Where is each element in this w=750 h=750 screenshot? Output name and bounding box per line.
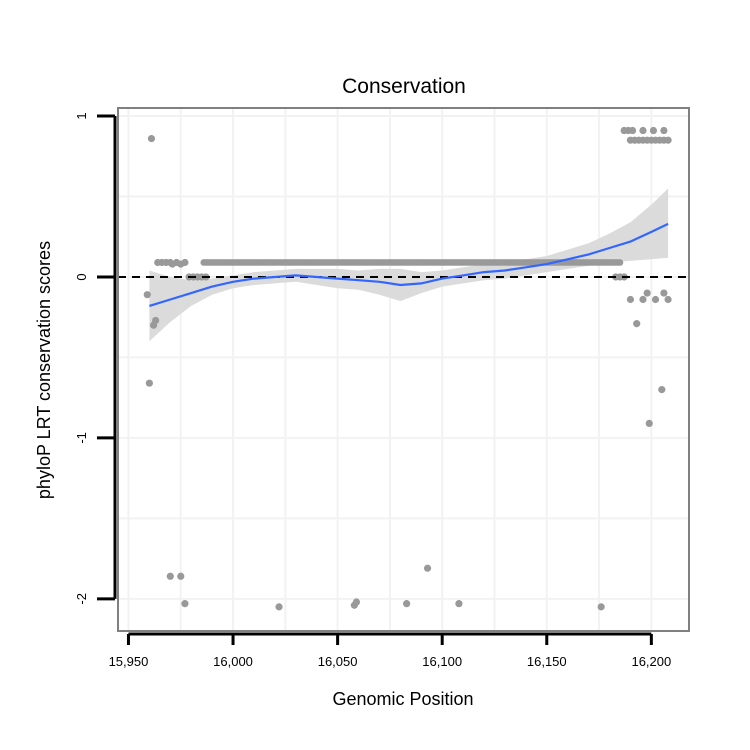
data-point [649, 126, 658, 135]
x-tick-label: 16,200 [631, 654, 671, 669]
data-point [275, 603, 283, 611]
smooth-line-layer [149, 222, 669, 307]
data-point [145, 379, 153, 387]
data-point [628, 126, 637, 135]
data-point [660, 126, 668, 135]
data-point [651, 295, 660, 304]
data-point [181, 600, 189, 608]
data-point [166, 572, 174, 580]
y-tick-label: -2 [74, 593, 89, 605]
plot-panel-border [117, 107, 690, 632]
data-point [181, 258, 189, 267]
data-point [177, 572, 185, 580]
data-point [423, 564, 432, 572]
data-point [455, 600, 463, 608]
x-axis: 15,950 16,000 16,050 16,100 16,150 16,200 [109, 632, 671, 669]
x-tick-label: 15,950 [109, 654, 149, 669]
x-tick-label: 16,050 [318, 654, 358, 669]
data-point [660, 289, 668, 297]
chart-title: Conservation [342, 75, 466, 98]
data-point [597, 603, 605, 611]
x-tick-label: 16,100 [422, 654, 462, 669]
data-point [352, 598, 361, 606]
data-point [645, 419, 653, 428]
data-point [143, 291, 151, 299]
scatter-points-layer [143, 126, 672, 611]
y-tick-label: 0 [74, 273, 89, 280]
grid-layer [118, 108, 689, 631]
data-point [403, 600, 411, 608]
x-tick-label: 16,150 [527, 654, 567, 669]
data-point [616, 259, 624, 266]
y-tick-label: -1 [74, 432, 89, 444]
y-axis-title: phyloP LRT conservation scores [34, 241, 54, 499]
data-point [664, 295, 672, 304]
y-tick-label: 1 [74, 112, 89, 119]
data-point [633, 320, 641, 328]
x-tick-label: 16,000 [213, 654, 253, 669]
data-point [639, 126, 647, 135]
y-axis: -2 -1 0 1 [74, 112, 117, 605]
x-axis-title: Genomic Position [332, 689, 473, 709]
data-point [658, 386, 666, 394]
data-point [147, 134, 156, 143]
data-point [664, 136, 672, 144]
data-point [152, 316, 160, 325]
data-point [643, 289, 651, 297]
data-point [626, 295, 635, 304]
smooth-trend-line [149, 222, 669, 307]
data-point [639, 295, 647, 304]
